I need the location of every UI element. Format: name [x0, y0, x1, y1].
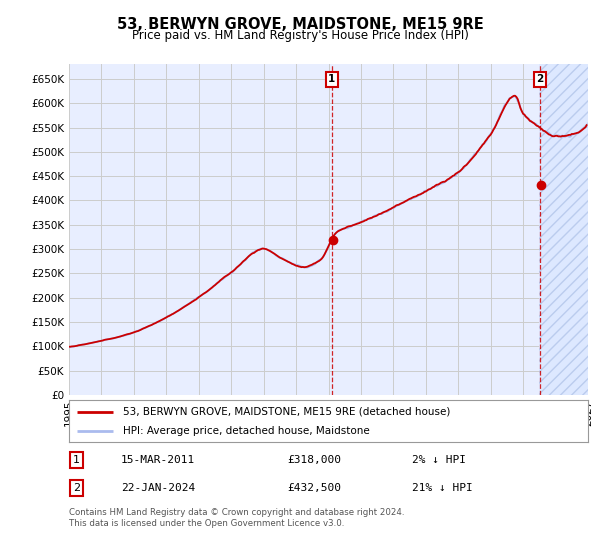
- Text: Price paid vs. HM Land Registry's House Price Index (HPI): Price paid vs. HM Land Registry's House …: [131, 29, 469, 42]
- Text: 22-JAN-2024: 22-JAN-2024: [121, 483, 195, 493]
- Text: 1: 1: [328, 74, 335, 84]
- Text: £318,000: £318,000: [287, 455, 341, 465]
- Text: Contains HM Land Registry data © Crown copyright and database right 2024.
This d: Contains HM Land Registry data © Crown c…: [69, 508, 404, 528]
- Text: 21% ↓ HPI: 21% ↓ HPI: [412, 483, 472, 493]
- Text: 2: 2: [73, 483, 80, 493]
- Bar: [539, 64, 600, 395]
- Text: 2: 2: [536, 74, 544, 84]
- Text: 1: 1: [73, 455, 80, 465]
- Text: 2% ↓ HPI: 2% ↓ HPI: [412, 455, 466, 465]
- Text: £432,500: £432,500: [287, 483, 341, 493]
- Text: HPI: Average price, detached house, Maidstone: HPI: Average price, detached house, Maid…: [124, 426, 370, 436]
- Text: 53, BERWYN GROVE, MAIDSTONE, ME15 9RE: 53, BERWYN GROVE, MAIDSTONE, ME15 9RE: [116, 17, 484, 32]
- Text: 53, BERWYN GROVE, MAIDSTONE, ME15 9RE (detached house): 53, BERWYN GROVE, MAIDSTONE, ME15 9RE (d…: [124, 407, 451, 417]
- Text: 15-MAR-2011: 15-MAR-2011: [121, 455, 195, 465]
